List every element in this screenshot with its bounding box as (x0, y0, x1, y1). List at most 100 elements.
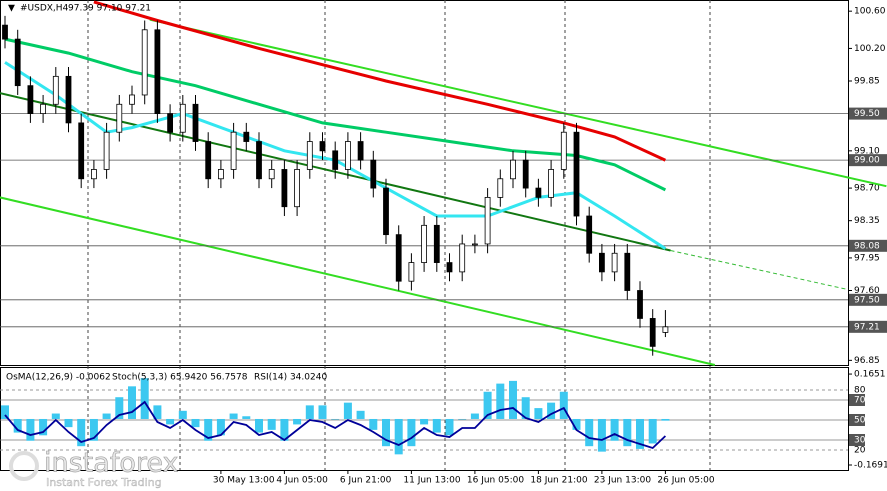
y2-tick-label: -0.1691 (854, 460, 887, 470)
osma-bar (597, 418, 606, 452)
osma-bar (356, 410, 365, 419)
vertical-grid (87, 0, 711, 470)
osma-bar (331, 418, 340, 420)
osma-bar (153, 405, 162, 419)
osma-bar (407, 418, 416, 447)
candle-body (611, 252, 618, 273)
osma-bar (521, 397, 530, 419)
osma-bar (623, 418, 632, 447)
candle-body (459, 243, 466, 273)
osma-bar (178, 410, 187, 419)
candle-body (522, 159, 529, 189)
candle-body (497, 178, 504, 198)
candle-body (433, 224, 440, 263)
candle-body (395, 234, 402, 282)
moving-average (93, 0, 667, 162)
osma-bar (661, 418, 670, 421)
osma-bar (255, 418, 263, 433)
indicator-label: OsMA(12,26,9) -0.0062 (6, 373, 111, 383)
candle-body (560, 131, 567, 170)
osma-bar (420, 418, 429, 425)
y-tick-label: 96.85 (854, 356, 880, 366)
osma-bar (293, 418, 302, 425)
y-tick-label: 20 (854, 446, 866, 456)
arrow-icon: ▼ (8, 4, 15, 14)
level-label-box (849, 154, 887, 167)
candle-body (205, 141, 212, 180)
osma-bar (534, 408, 543, 419)
level-label: 30 (854, 436, 866, 446)
osma-bar (305, 405, 314, 419)
candle-body (65, 75, 72, 124)
osma-bar (382, 418, 390, 447)
level-label: 99.50 (854, 109, 880, 119)
candle-body (535, 187, 542, 198)
osma-bar (343, 402, 352, 419)
candle-body (192, 103, 199, 142)
osma-bar (559, 391, 568, 419)
candle-body (383, 187, 389, 236)
osma-bar (432, 418, 441, 433)
osma-bar (51, 413, 60, 419)
y2-tick-label: 0.1651 (854, 370, 886, 380)
indicator-panel (0, 367, 849, 471)
price-panel (0, 0, 849, 366)
osma-bar (140, 378, 149, 419)
watermark-logo (9, 451, 39, 481)
candle-body (268, 169, 275, 180)
candle-body (78, 122, 85, 180)
trendline (670, 250, 849, 291)
candle-body (294, 169, 301, 208)
watermark-tagline: Instant Forex Trading (46, 476, 162, 489)
osma-bar (572, 418, 581, 430)
x-tick-label: 30 May 13:00 (213, 476, 275, 486)
candle-body (141, 29, 148, 96)
indicator-label: Stoch(5,3,3) 65.9420 56.7578 (112, 373, 248, 383)
level-label-box (849, 293, 887, 306)
chart-title: #USDX,H4 (20, 4, 69, 14)
level-label-box (849, 434, 865, 446)
candle-body (408, 262, 415, 282)
osma-bar (102, 413, 111, 419)
watermark-brand: instaforex (44, 448, 178, 479)
candle-body (471, 243, 478, 246)
y-tick-label: 80 (854, 386, 866, 396)
y-tick-label: 99.85 (854, 77, 880, 87)
y-tick-label: 100.20 (854, 44, 886, 54)
x-tick-label: 18 Jun 21:00 (530, 476, 587, 486)
level-label: 99.00 (854, 156, 880, 166)
osma-bar (191, 418, 200, 428)
candle-body (370, 159, 377, 189)
osma-bar (585, 418, 594, 447)
candle-body (27, 85, 34, 114)
candle-body (332, 150, 339, 170)
moving-average (4, 37, 667, 192)
osma-bar (89, 418, 98, 441)
osma-bar (394, 418, 403, 455)
level-label-box (849, 414, 865, 426)
level-label: 50 (854, 416, 866, 426)
osma-bar (648, 418, 657, 444)
level-label-box (849, 394, 865, 406)
osma-bar (77, 418, 86, 447)
candle-body (243, 131, 250, 142)
osma-bar (470, 413, 479, 419)
candle-body (319, 141, 326, 152)
osma-bar (483, 391, 492, 419)
candle-body (154, 29, 161, 114)
osma-bar (636, 418, 644, 449)
osma-bar (242, 416, 251, 419)
osma-bar (496, 383, 505, 419)
osma-bar (13, 418, 22, 433)
y-tick-label: 97.95 (854, 253, 880, 263)
candle-body (129, 94, 135, 105)
level-label-box (849, 107, 887, 120)
osma-bar (458, 418, 467, 420)
candle-body (52, 75, 59, 105)
osma-bar (610, 418, 619, 441)
indicator-line (4, 400, 667, 450)
candle-body (548, 169, 554, 198)
candle-body (167, 113, 174, 133)
osma-bar (267, 418, 276, 430)
candle-body (510, 159, 516, 180)
